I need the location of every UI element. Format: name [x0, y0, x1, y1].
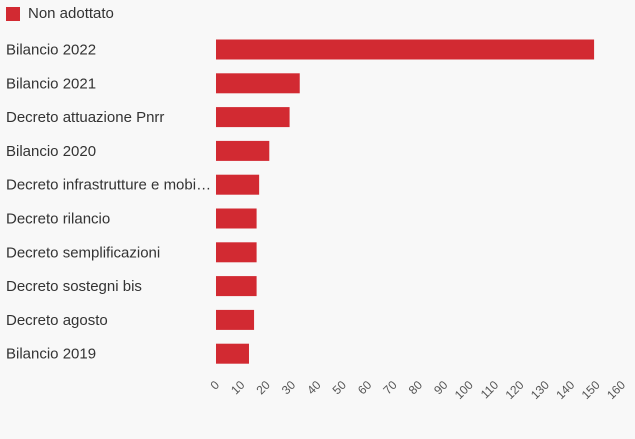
- category-label: Bilancio 2021: [6, 75, 96, 92]
- category-label: Bilancio 2020: [6, 143, 96, 160]
- bar[interactable]: [216, 309, 255, 330]
- category-label: Decreto semplificazioni: [6, 244, 160, 261]
- x-tick-label: 140: [553, 378, 577, 402]
- bar[interactable]: [216, 140, 270, 161]
- bar[interactable]: [216, 107, 290, 128]
- x-tick-label: 30: [279, 378, 299, 398]
- x-tick-label: 90: [431, 378, 451, 398]
- category-label: Decreto agosto: [6, 312, 108, 329]
- legend-label: Non adottato: [28, 5, 114, 22]
- x-tick-label: 70: [380, 378, 400, 398]
- bar[interactable]: [216, 208, 257, 229]
- category-label: Decreto attuazione Pnrr: [6, 109, 164, 126]
- category-label: Decreto rilancio: [6, 211, 110, 228]
- x-tick-label: 40: [304, 378, 324, 398]
- x-tick-label: 60: [355, 378, 375, 398]
- bar[interactable]: [216, 39, 595, 60]
- x-tick-label: 80: [406, 378, 426, 398]
- bar[interactable]: [216, 242, 257, 263]
- bar[interactable]: [216, 276, 257, 297]
- x-tick-label: 120: [503, 378, 527, 402]
- category-label: Bilancio 2019: [6, 346, 96, 363]
- x-tick-label: 110: [478, 378, 502, 402]
- x-tick-label: 160: [604, 378, 628, 402]
- category-label: Decreto infrastrutture e mobi…: [6, 177, 211, 194]
- x-tick-label: 150: [579, 378, 603, 402]
- bar[interactable]: [216, 343, 249, 364]
- chart-legend: Non adottato: [6, 5, 114, 22]
- x-tick-label: 20: [254, 378, 274, 398]
- category-label: Decreto sostegni bis: [6, 278, 142, 295]
- x-tick-label: 130: [528, 378, 552, 402]
- category-label: Bilancio 2022: [6, 42, 96, 59]
- x-tick-label: 100: [452, 378, 476, 402]
- bar[interactable]: [216, 73, 300, 94]
- bar[interactable]: [216, 174, 260, 195]
- x-tick-label: 10: [228, 378, 248, 398]
- x-tick-label: 50: [330, 378, 350, 398]
- legend-swatch: [6, 6, 20, 21]
- x-tick-label: 0: [207, 378, 222, 393]
